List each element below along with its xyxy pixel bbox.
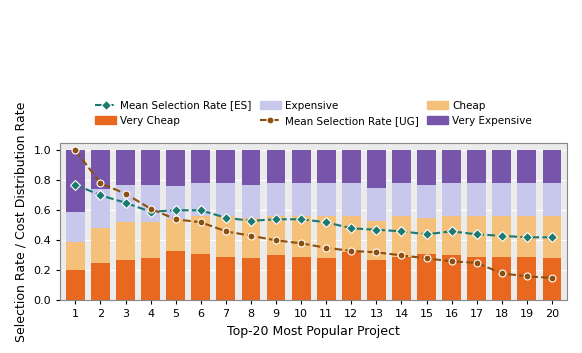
Bar bbox=[517, 150, 536, 183]
Bar bbox=[191, 150, 210, 183]
Bar bbox=[267, 150, 285, 183]
Bar bbox=[267, 183, 285, 216]
Bar bbox=[242, 185, 260, 218]
Bar bbox=[467, 150, 486, 183]
Bar bbox=[91, 189, 110, 228]
Bar bbox=[417, 218, 436, 254]
Bar bbox=[217, 257, 235, 300]
Bar bbox=[292, 183, 311, 216]
Bar bbox=[91, 150, 110, 189]
Bar bbox=[342, 183, 361, 216]
Bar bbox=[442, 255, 461, 300]
Bar bbox=[517, 216, 536, 257]
Bar bbox=[542, 216, 562, 258]
Bar bbox=[542, 150, 562, 183]
Bar bbox=[116, 222, 135, 260]
Bar bbox=[141, 258, 160, 300]
Bar bbox=[392, 216, 411, 257]
Bar bbox=[66, 150, 85, 212]
Bar bbox=[91, 228, 110, 263]
Bar bbox=[116, 260, 135, 300]
Bar bbox=[442, 216, 461, 255]
Bar bbox=[242, 258, 260, 300]
Bar bbox=[442, 150, 461, 183]
Bar bbox=[141, 222, 160, 258]
Bar bbox=[141, 185, 160, 222]
Bar bbox=[517, 183, 536, 216]
Bar bbox=[292, 216, 311, 257]
Bar bbox=[317, 258, 336, 300]
Bar bbox=[367, 260, 386, 300]
Bar bbox=[367, 150, 386, 188]
Bar bbox=[217, 216, 235, 257]
Bar bbox=[317, 216, 336, 258]
Bar bbox=[417, 254, 436, 300]
Bar bbox=[367, 188, 386, 221]
Bar bbox=[116, 150, 135, 185]
Bar bbox=[166, 219, 185, 251]
Bar bbox=[517, 257, 536, 300]
Bar bbox=[342, 150, 361, 183]
Legend: Mean Selection Rate [ES], Very Cheap, Expensive, Mean Selection Rate [UG], Cheap: Mean Selection Rate [ES], Very Cheap, Ex… bbox=[92, 97, 535, 129]
Bar bbox=[367, 221, 386, 260]
Bar bbox=[66, 270, 85, 300]
Bar bbox=[217, 183, 235, 216]
Bar bbox=[91, 263, 110, 300]
Bar bbox=[242, 150, 260, 185]
Bar bbox=[66, 242, 85, 270]
Bar bbox=[542, 258, 562, 300]
X-axis label: Top-20 Most Popular Project: Top-20 Most Popular Project bbox=[227, 325, 400, 338]
Bar bbox=[292, 150, 311, 183]
Bar bbox=[342, 216, 361, 252]
Bar bbox=[492, 183, 511, 216]
Bar bbox=[166, 186, 185, 219]
Bar bbox=[317, 183, 336, 216]
Bar bbox=[417, 150, 436, 185]
Bar bbox=[66, 212, 85, 242]
Bar bbox=[492, 216, 511, 257]
Bar bbox=[267, 255, 285, 300]
Bar bbox=[392, 183, 411, 216]
Bar bbox=[217, 150, 235, 183]
Bar bbox=[141, 150, 160, 185]
Y-axis label: Selection Rate / Cost Distribution Rate: Selection Rate / Cost Distribution Rate bbox=[15, 101, 28, 342]
Bar bbox=[317, 150, 336, 183]
Bar bbox=[242, 218, 260, 258]
Bar bbox=[442, 183, 461, 216]
Bar bbox=[467, 216, 486, 257]
Bar bbox=[191, 254, 210, 300]
Bar bbox=[166, 251, 185, 300]
Bar bbox=[467, 183, 486, 216]
Bar bbox=[492, 257, 511, 300]
Bar bbox=[392, 150, 411, 183]
Bar bbox=[392, 257, 411, 300]
Bar bbox=[492, 150, 511, 183]
Bar bbox=[191, 183, 210, 216]
Bar bbox=[116, 185, 135, 222]
Bar bbox=[342, 252, 361, 300]
Bar bbox=[542, 183, 562, 216]
Bar bbox=[191, 216, 210, 254]
Bar bbox=[292, 257, 311, 300]
Bar bbox=[267, 216, 285, 255]
Bar bbox=[166, 150, 185, 186]
Bar bbox=[467, 257, 486, 300]
Bar bbox=[417, 185, 436, 218]
